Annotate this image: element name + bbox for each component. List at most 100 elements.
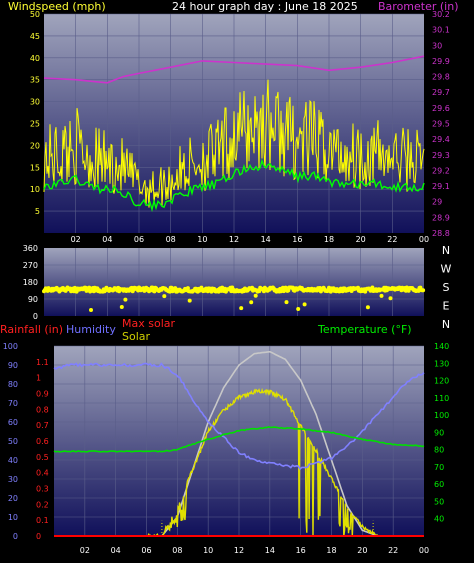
wind-direction-point bbox=[388, 296, 393, 301]
humidity-tick-label: 90 bbox=[8, 361, 18, 370]
wind-direction-point bbox=[123, 297, 128, 302]
compass-label: N bbox=[442, 318, 450, 331]
top-hour-tick-label: 02 bbox=[71, 235, 81, 244]
windspeed-axis-title: Windspeed (mph) bbox=[8, 0, 106, 13]
humidity-tick-label: 40 bbox=[8, 456, 18, 465]
bottom-hour-tick-label: 22 bbox=[388, 546, 398, 555]
bottom-hour-tick-label: 02 bbox=[80, 546, 90, 555]
barometer-tick-label: 29.3 bbox=[432, 151, 450, 160]
temperature-tick-label: 80 bbox=[434, 446, 444, 455]
wind-direction-point bbox=[239, 306, 244, 311]
compass-label: W bbox=[441, 263, 452, 276]
rainfall-tick-label: 1 bbox=[36, 374, 41, 383]
bottom-hour-tick-label: 20 bbox=[357, 546, 367, 555]
top-hour-tick-label: 06 bbox=[134, 235, 144, 244]
rainfall-tick-label: 0.4 bbox=[36, 469, 49, 478]
barometer-tick-label: 29.5 bbox=[432, 120, 450, 129]
wind-direction-point bbox=[187, 298, 192, 303]
rainfall-tick-label: 0.3 bbox=[36, 485, 49, 494]
direction-tick-label: 90 bbox=[28, 295, 38, 304]
barometer-series bbox=[43, 55, 425, 84]
barometer-axis-title: Barometer (in) bbox=[378, 0, 459, 13]
bottom-hour-tick-label: 08 bbox=[172, 546, 182, 555]
top-hour-tick-label: 12 bbox=[229, 235, 239, 244]
windspeed-tick-label: 5 bbox=[35, 207, 40, 216]
bottom-hour-tick-label: 06 bbox=[141, 546, 151, 555]
max-solar-series bbox=[146, 350, 379, 537]
bottom-hour-tick-label: 18 bbox=[326, 546, 336, 555]
bottom-hour-tick-label: 12 bbox=[234, 546, 244, 555]
direction-tick-label: 270 bbox=[23, 261, 38, 270]
rainfall-tick-label: 0.8 bbox=[36, 405, 49, 414]
windspeed-tick-label: 10 bbox=[30, 185, 40, 194]
rainfall-axis-title: Rainfall (in) bbox=[0, 323, 63, 336]
rainfall-tick-label: 0.1 bbox=[36, 516, 49, 525]
windspeed-tick-label: 30 bbox=[30, 98, 40, 107]
humidity-series bbox=[53, 362, 425, 471]
rainfall-tick-label: 0.5 bbox=[36, 453, 49, 462]
humidity-tick-label: 70 bbox=[8, 399, 18, 408]
bottom-hour-tick-label: 00 bbox=[419, 546, 429, 555]
max-solar-legend: Max solar bbox=[122, 317, 175, 330]
direction-tick-label: 0 bbox=[33, 312, 38, 321]
humidity-tick-label: 0 bbox=[13, 532, 18, 541]
wind-direction-point bbox=[365, 305, 370, 310]
windspeed-series bbox=[43, 79, 425, 208]
direction-tick-label: 180 bbox=[23, 278, 38, 287]
wind-direction-point bbox=[249, 300, 254, 305]
barometer-tick-label: 29.9 bbox=[432, 57, 450, 66]
wind-direction-point bbox=[284, 300, 289, 305]
wind-direction-point bbox=[253, 293, 258, 298]
direction-tick-label: 360 bbox=[23, 244, 38, 253]
top-hour-tick-label: 16 bbox=[292, 235, 302, 244]
temperature-tick-label: 60 bbox=[434, 480, 444, 489]
wind-direction-point bbox=[89, 308, 93, 312]
bottom-hour-tick-label: 10 bbox=[203, 546, 213, 555]
windspeed-tick-label: 40 bbox=[30, 54, 40, 63]
temperature-tick-label: 100 bbox=[434, 411, 449, 420]
compass-label: E bbox=[443, 300, 450, 313]
wind-direction-point bbox=[119, 305, 124, 309]
barometer-tick-label: 30.2 bbox=[432, 10, 450, 19]
wind-direction-point bbox=[302, 302, 307, 307]
barometer-tick-label: 29.1 bbox=[432, 182, 450, 191]
bottom-hour-tick-label: 14 bbox=[265, 546, 275, 555]
temperature-axis-title: Temperature (°F) bbox=[317, 323, 412, 336]
top-hour-tick-label: 18 bbox=[324, 235, 334, 244]
top-hour-tick-label: 10 bbox=[197, 235, 207, 244]
rainfall-tick-label: 0.7 bbox=[36, 421, 49, 430]
average-wind-series bbox=[43, 158, 425, 213]
humidity-tick-label: 50 bbox=[8, 437, 18, 446]
bottom-hour-tick-label: 04 bbox=[111, 546, 121, 555]
temperature-series bbox=[53, 426, 425, 453]
compass-label: S bbox=[443, 281, 450, 294]
barometer-tick-label: 29.7 bbox=[432, 88, 450, 97]
temperature-tick-label: 50 bbox=[434, 497, 444, 506]
humidity-tick-label: 80 bbox=[8, 380, 18, 389]
top-hour-tick-label: 08 bbox=[166, 235, 176, 244]
barometer-tick-label: 29 bbox=[432, 198, 442, 207]
barometer-tick-label: 29.2 bbox=[432, 166, 450, 175]
barometer-tick-label: 29.6 bbox=[432, 104, 450, 113]
top-hour-tick-label: 20 bbox=[356, 235, 366, 244]
top-hour-tick-label: 14 bbox=[261, 235, 271, 244]
wind-direction-point bbox=[281, 289, 286, 294]
windspeed-tick-label: 45 bbox=[30, 32, 40, 41]
top-hour-tick-label: 04 bbox=[102, 235, 112, 244]
bottom-hour-tick-label: 16 bbox=[296, 546, 306, 555]
solar-series bbox=[146, 387, 379, 537]
temperature-tick-label: 70 bbox=[434, 463, 444, 472]
barometer-tick-label: 28.9 bbox=[432, 213, 450, 222]
humidity-axis-title: Humidity bbox=[66, 323, 116, 336]
humidity-tick-label: 100 bbox=[3, 342, 18, 351]
rainfall-tick-label: 0.2 bbox=[36, 500, 49, 509]
wind-direction-point bbox=[162, 294, 167, 299]
wind-direction-point bbox=[87, 285, 92, 290]
wind-direction-point bbox=[379, 293, 384, 298]
barometer-tick-label: 30 bbox=[432, 41, 442, 50]
temperature-tick-label: 110 bbox=[434, 394, 449, 403]
temperature-tick-label: 140 bbox=[434, 342, 449, 351]
